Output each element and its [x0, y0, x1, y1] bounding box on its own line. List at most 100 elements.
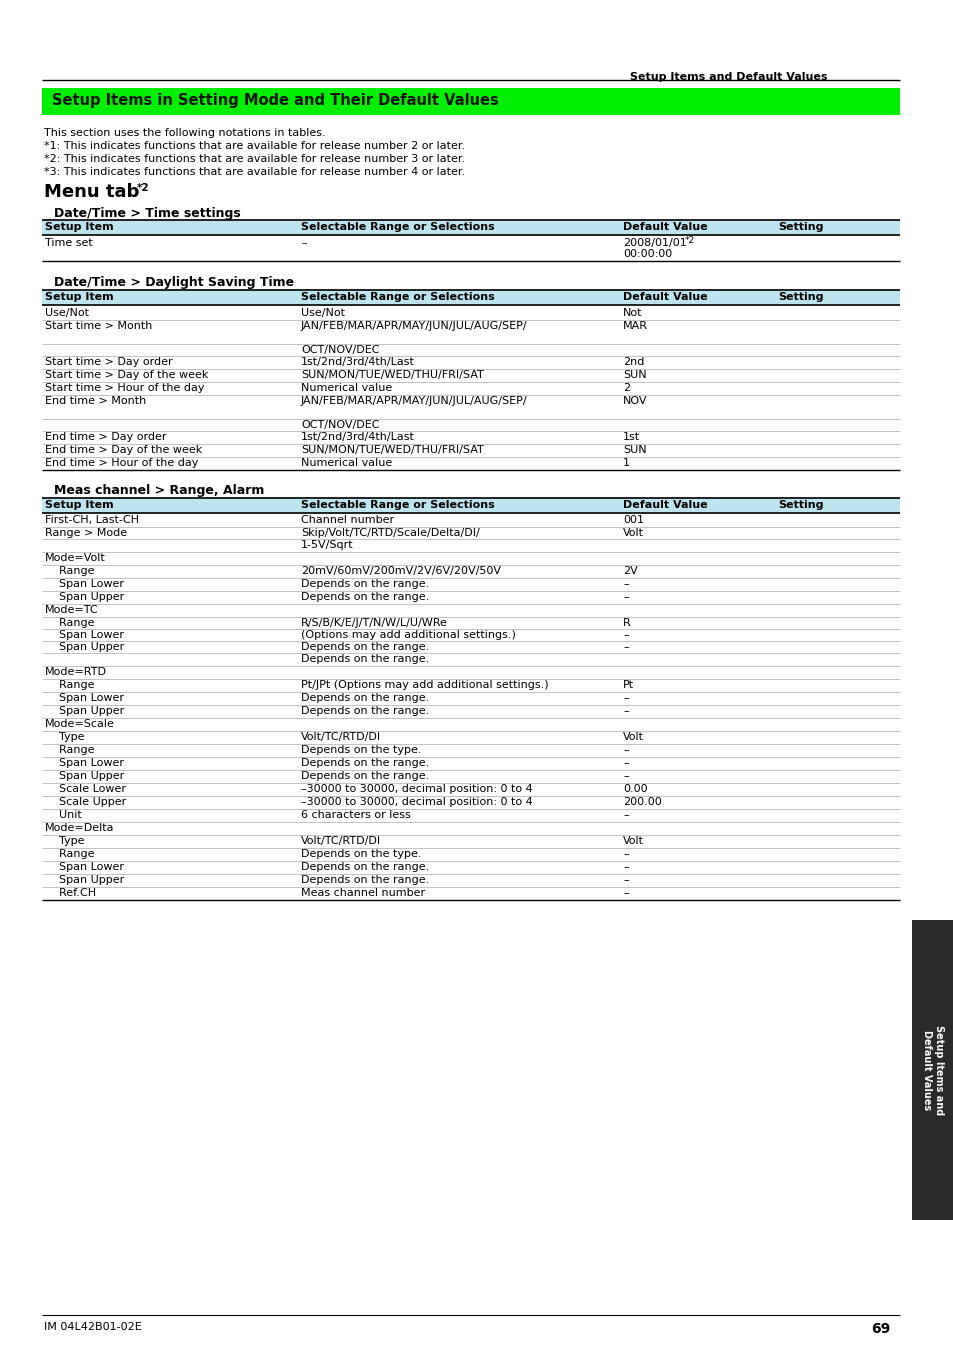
Text: SUN: SUN [622, 370, 646, 379]
Text: *1: This indicates functions that are available for release number 2 or later.: *1: This indicates functions that are av… [44, 140, 465, 151]
Text: Setup Item: Setup Item [45, 221, 113, 232]
Text: Span Upper: Span Upper [45, 593, 124, 602]
Bar [42, 498, 899, 513]
Text: (Options may add additional settings.): (Options may add additional settings.) [301, 630, 516, 640]
Text: Numerical value: Numerical value [301, 383, 392, 393]
Text: Depends on the range.: Depends on the range. [301, 643, 429, 652]
Text: Volt: Volt [622, 528, 643, 539]
Text: 001: 001 [622, 514, 643, 525]
Text: Mode=Volt: Mode=Volt [45, 554, 106, 563]
Text: IM 04L42B01-02E: IM 04L42B01-02E [44, 1322, 142, 1332]
Text: –: – [622, 771, 628, 782]
Text: Span Lower: Span Lower [45, 693, 124, 703]
Text: Range: Range [45, 745, 94, 755]
Text: First-CH, Last-CH: First-CH, Last-CH [45, 514, 139, 525]
Text: End time > Month: End time > Month [45, 396, 146, 406]
Text: Depends on the range.: Depends on the range. [301, 757, 429, 768]
Text: OCT/NOV/DEC: OCT/NOV/DEC [301, 346, 379, 355]
Text: –: – [622, 849, 628, 859]
Text: Span Lower: Span Lower [45, 863, 124, 872]
Text: Unit: Unit [45, 810, 82, 819]
Text: Mode=TC: Mode=TC [45, 605, 98, 616]
Text: Setup Item: Setup Item [45, 500, 113, 510]
Text: Range: Range [45, 618, 94, 628]
Text: –: – [622, 757, 628, 768]
Text: Date/Time > Time settings: Date/Time > Time settings [54, 207, 240, 220]
Text: 00:00:00: 00:00:00 [622, 248, 672, 259]
Text: Setup Items and
Default Values: Setup Items and Default Values [921, 1025, 943, 1115]
Text: Channel number: Channel number [301, 514, 394, 525]
Bar [42, 88, 899, 115]
Text: JAN/FEB/MAR/APR/MAY/JUN/JUL/AUG/SEP/: JAN/FEB/MAR/APR/MAY/JUN/JUL/AUG/SEP/ [301, 396, 527, 406]
Bar [42, 220, 899, 235]
Text: Start time > Day of the week: Start time > Day of the week [45, 370, 208, 379]
Text: 2nd: 2nd [622, 356, 643, 367]
Text: Type: Type [45, 836, 85, 846]
Text: Skip/Volt/TC/RTD/Scale/Delta/DI/: Skip/Volt/TC/RTD/Scale/Delta/DI/ [301, 528, 479, 539]
Text: Date/Time > Daylight Saving Time: Date/Time > Daylight Saving Time [54, 275, 294, 289]
Text: 2008/01/01: 2008/01/01 [622, 238, 686, 248]
Text: Default Value: Default Value [622, 221, 707, 232]
Text: Setting: Setting [778, 500, 822, 510]
Text: SUN/MON/TUE/WED/THU/FRI/SAT: SUN/MON/TUE/WED/THU/FRI/SAT [301, 446, 483, 455]
Text: Setting: Setting [778, 292, 822, 302]
Text: 20mV/60mV/200mV/2V/6V/20V/50V: 20mV/60mV/200mV/2V/6V/20V/50V [301, 566, 500, 576]
Text: Default Value: Default Value [622, 500, 707, 510]
Text: R/S/B/K/E/J/T/N/W/L/U/WRe: R/S/B/K/E/J/T/N/W/L/U/WRe [301, 618, 447, 628]
Text: Numerical value: Numerical value [301, 458, 392, 468]
Text: Range > Mode: Range > Mode [45, 528, 127, 539]
Text: 2V: 2V [622, 566, 638, 576]
Text: Start time > Day order: Start time > Day order [45, 356, 172, 367]
Text: –: – [622, 863, 628, 872]
Text: Menu tab: Menu tab [44, 184, 139, 201]
Text: Start time > Hour of the day: Start time > Hour of the day [45, 383, 204, 393]
Text: End time > Hour of the day: End time > Hour of the day [45, 458, 198, 468]
Text: 1-5V/Sqrt: 1-5V/Sqrt [301, 540, 354, 549]
Text: Depends on the type.: Depends on the type. [301, 849, 421, 859]
Text: Range: Range [45, 566, 94, 576]
Text: –: – [622, 810, 628, 819]
Text: JAN/FEB/MAR/APR/MAY/JUN/JUL/AUG/SEP/: JAN/FEB/MAR/APR/MAY/JUN/JUL/AUG/SEP/ [301, 321, 527, 331]
Text: *2: *2 [137, 184, 150, 193]
Text: Volt: Volt [622, 836, 643, 846]
Text: This section uses the following notations in tables.: This section uses the following notation… [44, 128, 325, 138]
Text: –: – [301, 238, 306, 248]
Text: Mode=RTD: Mode=RTD [45, 667, 107, 676]
Text: Depends on the range.: Depends on the range. [301, 693, 429, 703]
Text: SUN/MON/TUE/WED/THU/FRI/SAT: SUN/MON/TUE/WED/THU/FRI/SAT [301, 370, 483, 379]
Text: 0.00: 0.00 [622, 784, 647, 794]
Text: Ref.CH: Ref.CH [45, 888, 96, 898]
Text: Span Upper: Span Upper [45, 771, 124, 782]
Text: Depends on the range.: Depends on the range. [301, 863, 429, 872]
Text: Use/Not: Use/Not [301, 308, 345, 319]
Text: Selectable Range or Selections: Selectable Range or Selections [301, 500, 495, 510]
Text: OCT/NOV/DEC: OCT/NOV/DEC [301, 420, 379, 431]
Text: Setup Items in Setting Mode and Their Default Values: Setup Items in Setting Mode and Their De… [52, 93, 498, 108]
Text: Meas channel > Range, Alarm: Meas channel > Range, Alarm [54, 485, 264, 497]
Text: 200.00: 200.00 [622, 796, 661, 807]
Text: 1: 1 [622, 458, 629, 468]
Text: NOV: NOV [622, 396, 647, 406]
Text: *2: *2 [684, 236, 695, 244]
Text: Span Upper: Span Upper [45, 875, 124, 886]
Text: Use/Not: Use/Not [45, 308, 89, 319]
Text: –: – [622, 630, 628, 640]
Text: –: – [622, 888, 628, 898]
Text: 69: 69 [870, 1322, 889, 1336]
Text: Meas channel number: Meas channel number [301, 888, 425, 898]
Text: –: – [622, 875, 628, 886]
Text: Volt: Volt [622, 732, 643, 742]
Text: MAR: MAR [622, 321, 647, 331]
Text: Scale Lower: Scale Lower [45, 784, 126, 794]
Text: Depends on the range.: Depends on the range. [301, 593, 429, 602]
Text: Scale Upper: Scale Upper [45, 796, 126, 807]
Text: Range: Range [45, 849, 94, 859]
Text: 6 characters or less: 6 characters or less [301, 810, 411, 819]
Text: Depends on the range.: Depends on the range. [301, 653, 429, 664]
Text: Type: Type [45, 732, 85, 742]
Text: Depends on the range.: Depends on the range. [301, 579, 429, 589]
Text: –: – [622, 579, 628, 589]
Text: Depends on the range.: Depends on the range. [301, 771, 429, 782]
Text: 1st/2nd/3rd/4th/Last: 1st/2nd/3rd/4th/Last [301, 356, 415, 367]
Text: 1st/2nd/3rd/4th/Last: 1st/2nd/3rd/4th/Last [301, 432, 415, 441]
